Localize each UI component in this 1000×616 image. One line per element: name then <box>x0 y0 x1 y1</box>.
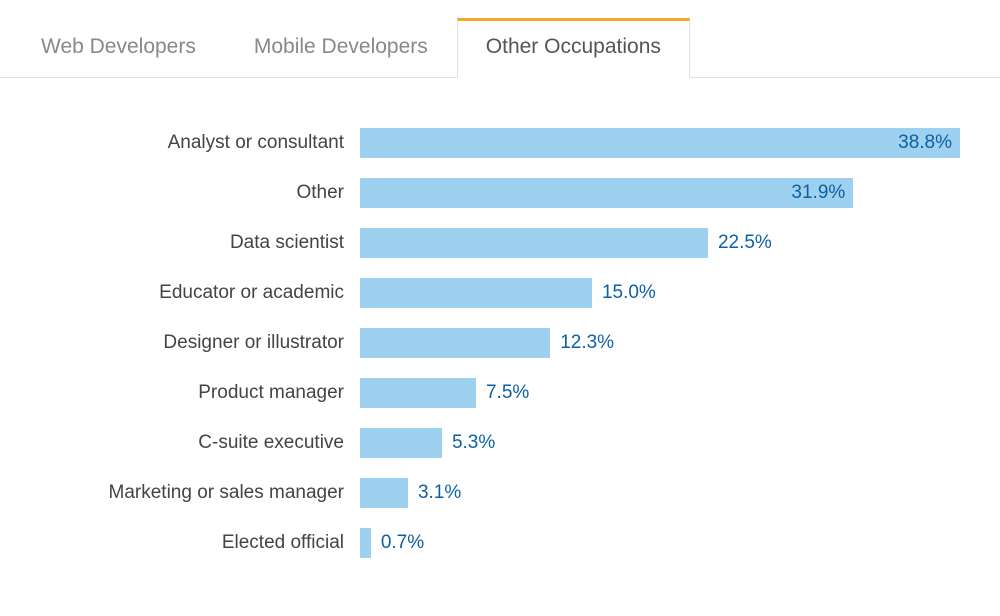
bar-label: Marketing or sales manager <box>20 482 360 504</box>
bar-row: Marketing or sales manager 3.1% <box>20 478 960 508</box>
bar-row: Product manager 7.5% <box>20 378 960 408</box>
bar-wrap: 15.0% <box>360 278 960 308</box>
bar-label: Designer or illustrator <box>20 332 360 354</box>
bar-label: Analyst or consultant <box>20 132 360 154</box>
bar-row: Analyst or consultant 38.8% <box>20 128 960 158</box>
bar-value: 22.5% <box>718 232 772 254</box>
bar-wrap: 31.9% <box>360 178 960 208</box>
bar-value: 38.8% <box>898 132 952 154</box>
bar-value: 15.0% <box>602 282 656 304</box>
bar-value: 12.3% <box>560 332 614 354</box>
bar-label: C-suite executive <box>20 432 360 454</box>
bar-row: C-suite executive 5.3% <box>20 428 960 458</box>
tab-other-occupations[interactable]: Other Occupations <box>457 18 690 78</box>
bar-value: 5.3% <box>452 432 495 454</box>
bar-label: Elected official <box>20 532 360 554</box>
bar-label: Data scientist <box>20 232 360 254</box>
bar-label: Educator or academic <box>20 282 360 304</box>
bar-wrap: 3.1% <box>360 478 960 508</box>
bar-row: Designer or illustrator 12.3% <box>20 328 960 358</box>
bar-label: Other <box>20 182 360 204</box>
tab-mobile-developers[interactable]: Mobile Developers <box>225 18 457 77</box>
occupations-bar-chart: Analyst or consultant 38.8% Other 31.9% Data… <box>0 78 1000 598</box>
bar <box>360 428 442 458</box>
bar-row: Educator or academic 15.0% <box>20 278 960 308</box>
bar <box>360 178 853 208</box>
bar-wrap: 0.7% <box>360 528 960 558</box>
bar-row: Other 31.9% <box>20 178 960 208</box>
bar <box>360 228 708 258</box>
bar-row: Data scientist 22.5% <box>20 228 960 258</box>
tab-bar: Web Developers Mobile Developers Other O… <box>0 0 1000 78</box>
bar <box>360 478 408 508</box>
bar-value: 0.7% <box>381 532 424 554</box>
bar <box>360 328 550 358</box>
bar-wrap: 12.3% <box>360 328 960 358</box>
bar-label: Product manager <box>20 382 360 404</box>
tab-web-developers[interactable]: Web Developers <box>12 18 225 77</box>
bar <box>360 378 476 408</box>
bar-value: 31.9% <box>791 182 845 204</box>
bar-wrap: 38.8% <box>360 128 960 158</box>
bar-row: Elected official 0.7% <box>20 528 960 558</box>
bar-wrap: 7.5% <box>360 378 960 408</box>
bar-value: 3.1% <box>418 482 461 504</box>
bar <box>360 278 592 308</box>
bar <box>360 128 960 158</box>
bar-value: 7.5% <box>486 382 529 404</box>
bar-wrap: 22.5% <box>360 228 960 258</box>
bar-wrap: 5.3% <box>360 428 960 458</box>
bar <box>360 528 371 558</box>
